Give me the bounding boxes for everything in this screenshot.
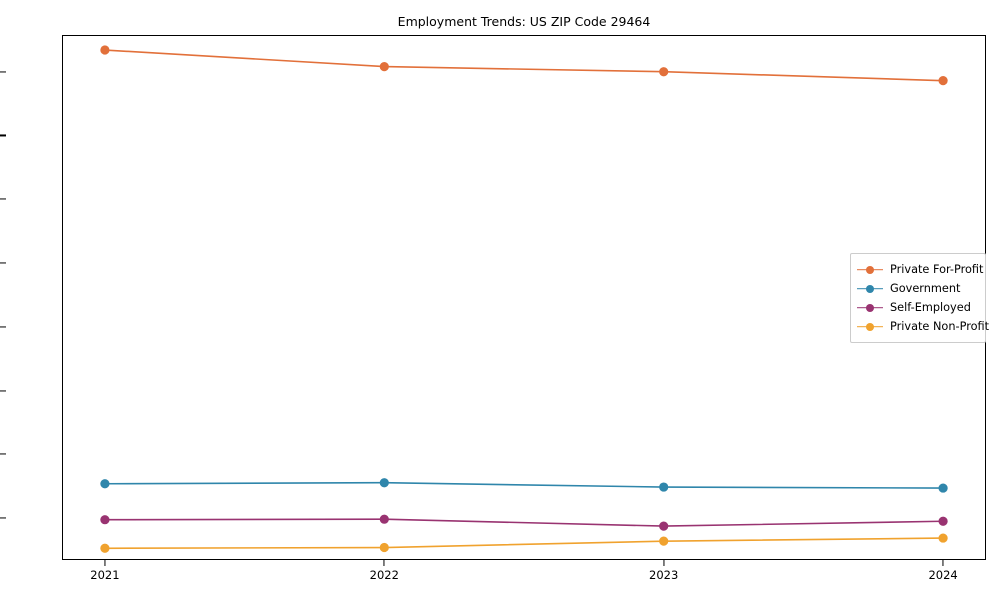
legend-item[interactable]: Private Non-Profit bbox=[857, 317, 989, 336]
x-axis-tick-label: 2022 bbox=[369, 568, 399, 582]
y-axis-tick-mark bbox=[0, 517, 6, 519]
legend-item-label: Government bbox=[890, 281, 961, 295]
legend-item[interactable]: Government bbox=[857, 279, 978, 298]
data-point bbox=[379, 514, 389, 524]
x-axis-tick-label: 2024 bbox=[928, 568, 958, 582]
data-point bbox=[938, 483, 948, 493]
y-axis-tick-mark bbox=[0, 453, 6, 455]
x-axis-tick-mark bbox=[383, 560, 385, 566]
data-point bbox=[379, 542, 389, 553]
data-point bbox=[100, 515, 110, 525]
data-point bbox=[379, 62, 389, 72]
series-canvas bbox=[100, 45, 948, 553]
series-private-non-profit bbox=[100, 533, 948, 553]
x-axis-tick-mark bbox=[942, 560, 944, 566]
legend-marker-icon bbox=[857, 301, 883, 315]
legend-item-label: Private Non-Profit bbox=[890, 319, 990, 333]
chart-title: Employment Trends: US ZIP Code 29464 bbox=[397, 14, 651, 29]
data-point bbox=[659, 482, 669, 492]
legend-item[interactable]: Private For-Profit bbox=[857, 260, 983, 279]
y-axis: 2,5005,0007,50010,00012,50015,00017,5002… bbox=[0, 0, 62, 600]
legend-marker-icon bbox=[857, 282, 883, 296]
legend-marker-icon bbox=[857, 320, 883, 334]
data-point bbox=[938, 76, 948, 86]
data-point bbox=[659, 67, 669, 77]
series-line bbox=[104, 481, 944, 489]
series-line bbox=[104, 518, 944, 527]
x-axis-tick-label: 2021 bbox=[90, 568, 120, 582]
y-axis-tick-mark bbox=[0, 134, 6, 137]
plot-area bbox=[62, 35, 986, 560]
data-point bbox=[100, 543, 110, 553]
legend: Private For-Profit Government Self-Employe… bbox=[850, 253, 989, 343]
y-axis-tick-mark bbox=[0, 262, 6, 264]
legend-marker-icon bbox=[857, 263, 883, 277]
data-point bbox=[938, 533, 948, 543]
series-line bbox=[104, 49, 944, 82]
x-axis-tick-label: 2023 bbox=[649, 568, 679, 582]
series-private-for-profit bbox=[100, 45, 948, 86]
data-point bbox=[659, 536, 669, 546]
legend-item-label: Self-Employed bbox=[890, 300, 971, 314]
data-point bbox=[100, 45, 110, 55]
legend-item-label: Private For-Profit bbox=[890, 262, 984, 276]
data-point bbox=[938, 516, 948, 526]
x-axis-tick-mark bbox=[104, 560, 106, 566]
y-axis-tick-mark bbox=[0, 390, 6, 392]
series-line bbox=[104, 537, 944, 550]
x-axis-tick-mark bbox=[663, 560, 665, 566]
series-self-employed bbox=[100, 514, 948, 531]
data-point bbox=[379, 478, 389, 488]
legend-item[interactable]: Self-Employed bbox=[857, 298, 978, 317]
data-point bbox=[100, 479, 110, 489]
y-axis-tick-mark bbox=[0, 71, 6, 73]
series-government bbox=[100, 478, 948, 493]
data-point bbox=[659, 521, 669, 531]
y-axis-tick-mark bbox=[0, 198, 6, 200]
y-axis-tick-mark bbox=[0, 326, 6, 328]
